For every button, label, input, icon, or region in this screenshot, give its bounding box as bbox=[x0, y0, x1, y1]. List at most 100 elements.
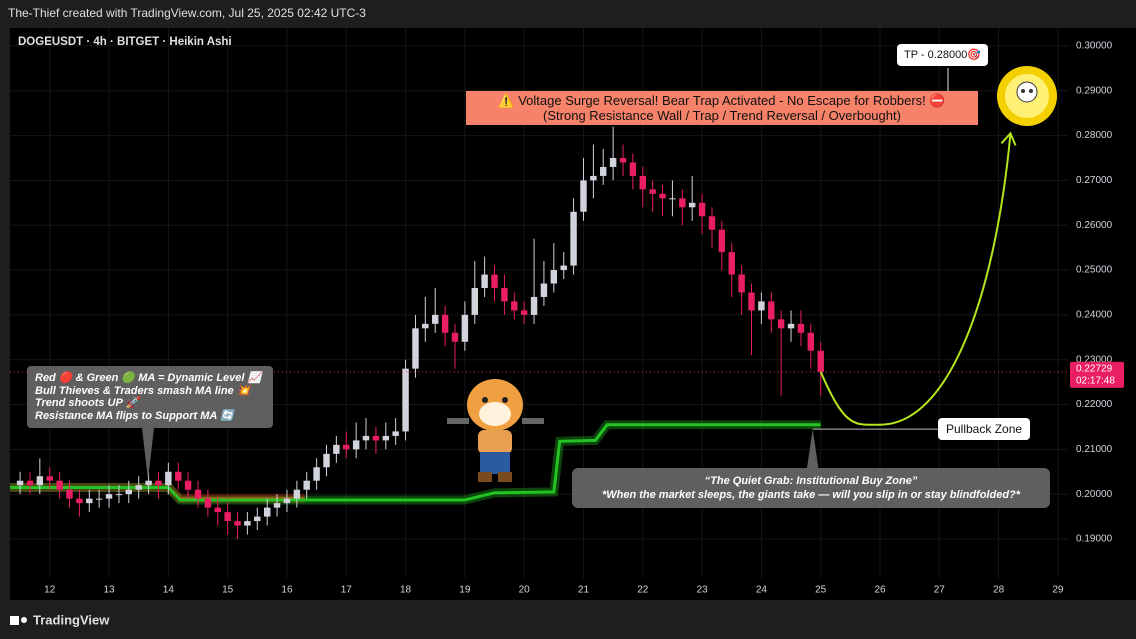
candle-body bbox=[184, 480, 192, 490]
candle-body bbox=[580, 180, 587, 212]
price-tag-value: 0.22729 bbox=[1076, 363, 1113, 374]
candle-body bbox=[323, 453, 330, 468]
time-axis bbox=[10, 578, 1068, 600]
candle-body bbox=[471, 287, 478, 315]
x-tick-label: 21 bbox=[578, 585, 590, 596]
candle-body bbox=[382, 435, 390, 441]
candle-body bbox=[76, 498, 83, 504]
x-tick-label: 25 bbox=[815, 585, 827, 596]
legend-line: Bull Thieves & Traders smash MA line 💥 bbox=[35, 384, 251, 397]
y-tick-label: 0.25000 bbox=[1076, 265, 1113, 276]
candle-body bbox=[491, 274, 498, 288]
candle-body bbox=[688, 202, 696, 208]
candle-body bbox=[451, 332, 459, 342]
warning-line: (Strong Resistance Wall / Trap / Trend R… bbox=[543, 108, 901, 123]
candle-body bbox=[115, 494, 123, 496]
candle-body bbox=[303, 480, 310, 490]
candle-body bbox=[263, 507, 271, 517]
candle-body bbox=[372, 435, 380, 441]
legend-box: Red 🔴 & Green 🟢 MA = Dynamic Level 📈 Bul… bbox=[27, 366, 273, 428]
candle-body bbox=[402, 368, 409, 432]
candle-body bbox=[461, 314, 469, 342]
logo: TradingView bbox=[33, 612, 110, 627]
x-tick-label: 13 bbox=[103, 585, 115, 596]
candle-body bbox=[738, 274, 745, 293]
candle-body bbox=[708, 216, 716, 230]
candle-body bbox=[254, 516, 261, 522]
y-tick-label: 0.30000 bbox=[1076, 41, 1113, 52]
candle-body bbox=[590, 175, 597, 181]
legend-line: Trend shoots UP 🚀 bbox=[35, 397, 140, 409]
x-tick-label: 29 bbox=[1052, 585, 1064, 596]
y-tick-label: 0.29000 bbox=[1076, 85, 1113, 96]
candle-body bbox=[659, 193, 666, 199]
candle-body bbox=[175, 471, 182, 481]
candle-body bbox=[679, 198, 686, 208]
candle-body bbox=[748, 292, 755, 311]
candle-body bbox=[204, 498, 212, 508]
candle-body bbox=[530, 296, 538, 315]
dog-mascot bbox=[447, 379, 544, 482]
y-tick-label: 0.23000 bbox=[1076, 354, 1113, 365]
candle-body bbox=[352, 440, 360, 450]
candle-body bbox=[16, 480, 24, 486]
candle-body bbox=[214, 507, 221, 513]
candle-body bbox=[441, 314, 449, 333]
x-tick-label: 14 bbox=[163, 585, 175, 596]
candle-body bbox=[392, 431, 399, 436]
zone-line: *When the market sleeps, the giants take… bbox=[601, 489, 1021, 501]
candle-body bbox=[244, 521, 251, 526]
candle-body bbox=[787, 323, 795, 329]
candle-body bbox=[718, 229, 726, 253]
candle-body bbox=[165, 471, 172, 486]
candle-body bbox=[86, 498, 93, 504]
candle-body bbox=[224, 512, 231, 522]
tp-label: TP - 0.28000🎯 bbox=[897, 44, 989, 66]
candle-body bbox=[560, 265, 567, 271]
candle-body bbox=[105, 494, 113, 499]
y-tick-label: 0.20000 bbox=[1076, 489, 1113, 500]
candle-body bbox=[422, 323, 429, 329]
candle-body bbox=[36, 476, 44, 486]
ma-line bbox=[10, 423, 821, 502]
x-tick-label: 16 bbox=[281, 585, 293, 596]
warning-box: ⚠️ Voltage Surge Reversal! Bear Trap Act… bbox=[466, 91, 978, 125]
candle-body bbox=[540, 283, 548, 297]
y-tick-label: 0.27000 bbox=[1076, 175, 1113, 186]
candle-body bbox=[817, 350, 824, 372]
candle-body bbox=[728, 252, 735, 275]
candle-body bbox=[145, 480, 152, 486]
y-tick-label: 0.24000 bbox=[1076, 310, 1113, 321]
legend-line: Red 🔴 & Green 🟢 MA = Dynamic Level 📈 bbox=[35, 372, 262, 384]
credit: The-Thief created with TradingView.com, … bbox=[8, 6, 366, 20]
candle-body bbox=[758, 301, 765, 311]
candle-body bbox=[343, 444, 350, 450]
candle-body bbox=[125, 489, 133, 495]
candle-body bbox=[520, 310, 528, 315]
candle-body bbox=[333, 444, 340, 454]
candle-body bbox=[46, 476, 53, 481]
zone-pointer bbox=[806, 429, 819, 470]
candle-body bbox=[283, 498, 291, 504]
x-tick-label: 18 bbox=[400, 585, 412, 596]
price-tag bbox=[1070, 361, 1124, 388]
candle-body bbox=[66, 489, 73, 499]
x-tick-label: 27 bbox=[934, 585, 946, 596]
projection-arrow bbox=[1000, 131, 1017, 146]
candle-body bbox=[313, 467, 320, 481]
warning-line: ⚠️ Voltage Surge Reversal! Bear Trap Act… bbox=[498, 93, 946, 108]
legend-pointer bbox=[142, 428, 154, 480]
candle-body bbox=[194, 489, 202, 499]
candle-body bbox=[669, 198, 676, 200]
candle-body bbox=[639, 175, 647, 190]
candle-body bbox=[768, 301, 775, 320]
candle-body bbox=[501, 287, 508, 302]
x-tick-label: 28 bbox=[993, 585, 1005, 596]
candle-body bbox=[797, 323, 805, 333]
candle-body bbox=[550, 270, 558, 284]
y-tick-label: 0.26000 bbox=[1076, 220, 1113, 231]
candle-body bbox=[777, 319, 785, 329]
candle-body bbox=[135, 485, 142, 490]
x-tick-label: 19 bbox=[459, 585, 471, 596]
x-tick-label: 24 bbox=[756, 585, 768, 596]
